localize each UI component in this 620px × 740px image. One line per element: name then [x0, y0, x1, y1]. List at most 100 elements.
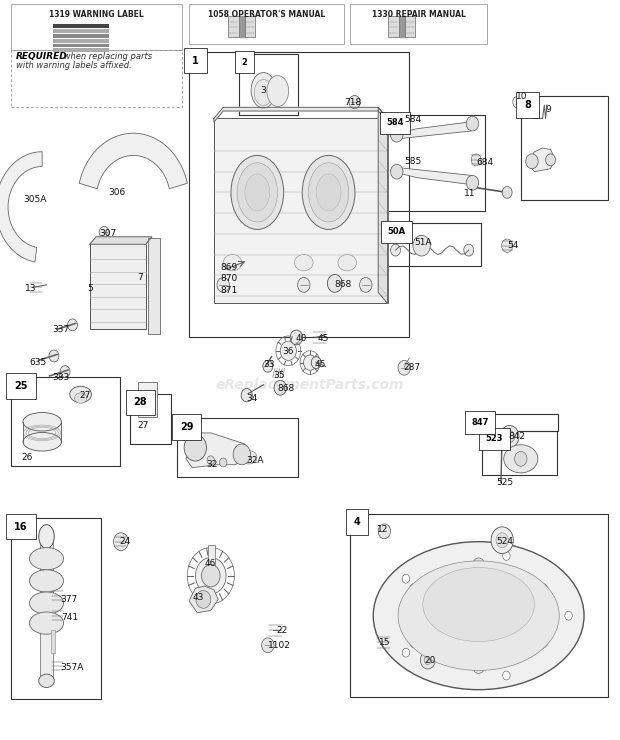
Bar: [11, 518, 101, 699]
Ellipse shape: [254, 79, 273, 105]
Polygon shape: [391, 121, 477, 138]
Bar: [130, 394, 170, 444]
Bar: [11, 377, 120, 466]
Ellipse shape: [294, 255, 313, 271]
Circle shape: [360, 278, 372, 292]
Circle shape: [502, 239, 513, 252]
Text: 584: 584: [386, 118, 404, 127]
Circle shape: [49, 350, 59, 362]
Circle shape: [68, 319, 78, 331]
Circle shape: [207, 456, 215, 465]
Circle shape: [536, 633, 548, 648]
Text: 27: 27: [138, 421, 149, 430]
Text: 7: 7: [138, 273, 143, 282]
Text: 357A: 357A: [61, 663, 84, 672]
Ellipse shape: [503, 445, 538, 473]
Text: 9: 9: [546, 105, 551, 114]
Polygon shape: [79, 133, 187, 189]
Ellipse shape: [69, 386, 92, 403]
Circle shape: [472, 558, 485, 573]
Bar: [350, 514, 608, 697]
Bar: [90, 244, 146, 329]
Bar: [228, 16, 239, 37]
Circle shape: [378, 524, 391, 539]
Circle shape: [150, 247, 157, 256]
Text: 307: 307: [99, 229, 117, 238]
Text: 1058 OPERATOR'S MANUAL: 1058 OPERATOR'S MANUAL: [208, 10, 326, 18]
Circle shape: [290, 330, 303, 345]
Circle shape: [398, 360, 410, 375]
Text: 584: 584: [404, 115, 422, 124]
Circle shape: [241, 388, 252, 402]
Text: 32: 32: [206, 460, 217, 469]
Text: 35: 35: [273, 371, 285, 380]
Circle shape: [471, 154, 481, 166]
Text: 34: 34: [247, 394, 258, 403]
Circle shape: [500, 425, 519, 448]
Polygon shape: [527, 148, 555, 172]
Text: 741: 741: [61, 613, 78, 622]
Bar: [214, 118, 388, 303]
Circle shape: [391, 244, 401, 256]
Text: 1319 WARNING LABEL: 1319 WARNING LABEL: [49, 10, 144, 18]
Bar: [51, 630, 55, 653]
Text: when replacing parts: when replacing parts: [61, 53, 152, 61]
Circle shape: [503, 671, 510, 680]
Ellipse shape: [74, 393, 87, 403]
Text: 45: 45: [318, 334, 329, 343]
Circle shape: [274, 380, 286, 395]
Text: 871: 871: [220, 286, 237, 295]
Circle shape: [219, 458, 227, 467]
Polygon shape: [391, 168, 477, 185]
Text: 32A: 32A: [247, 456, 264, 465]
Circle shape: [263, 360, 273, 372]
Text: 22: 22: [276, 626, 287, 635]
Circle shape: [496, 533, 508, 548]
Circle shape: [304, 355, 316, 370]
Circle shape: [464, 244, 474, 256]
Circle shape: [515, 451, 527, 466]
Text: 28: 28: [133, 397, 147, 408]
Circle shape: [311, 357, 321, 369]
Circle shape: [413, 235, 430, 256]
Circle shape: [391, 127, 403, 142]
Circle shape: [60, 366, 70, 377]
Ellipse shape: [423, 568, 534, 642]
Bar: [23, 422, 61, 442]
Ellipse shape: [251, 73, 276, 108]
Text: 29: 29: [180, 422, 193, 432]
Text: 12: 12: [377, 525, 388, 534]
Bar: [482, 431, 557, 475]
Bar: [189, 4, 344, 44]
Ellipse shape: [267, 75, 289, 107]
Circle shape: [327, 275, 342, 292]
Text: with warning labels affixed.: with warning labels affixed.: [16, 61, 132, 70]
Text: 43: 43: [192, 593, 203, 602]
Bar: [11, 50, 182, 107]
Text: 4: 4: [353, 517, 360, 528]
Ellipse shape: [309, 163, 348, 222]
Circle shape: [565, 611, 572, 620]
Text: 16: 16: [14, 522, 28, 532]
Polygon shape: [90, 237, 152, 244]
Circle shape: [349, 95, 360, 109]
Circle shape: [536, 583, 548, 598]
Circle shape: [424, 656, 432, 665]
Text: 50A: 50A: [388, 227, 405, 236]
Ellipse shape: [316, 174, 341, 211]
Text: 1: 1: [192, 56, 199, 66]
Circle shape: [466, 175, 479, 190]
Bar: [521, 96, 608, 200]
Circle shape: [262, 638, 274, 653]
Bar: [468, 414, 558, 431]
Text: 870: 870: [220, 275, 237, 283]
Ellipse shape: [30, 548, 63, 570]
Ellipse shape: [38, 674, 55, 687]
Text: 1330 REPAIR MANUAL: 1330 REPAIR MANUAL: [371, 10, 466, 18]
Text: 33: 33: [264, 360, 275, 369]
Ellipse shape: [242, 451, 257, 464]
Text: 45: 45: [315, 360, 326, 369]
Circle shape: [280, 341, 296, 360]
Circle shape: [472, 659, 485, 673]
Polygon shape: [189, 586, 218, 613]
